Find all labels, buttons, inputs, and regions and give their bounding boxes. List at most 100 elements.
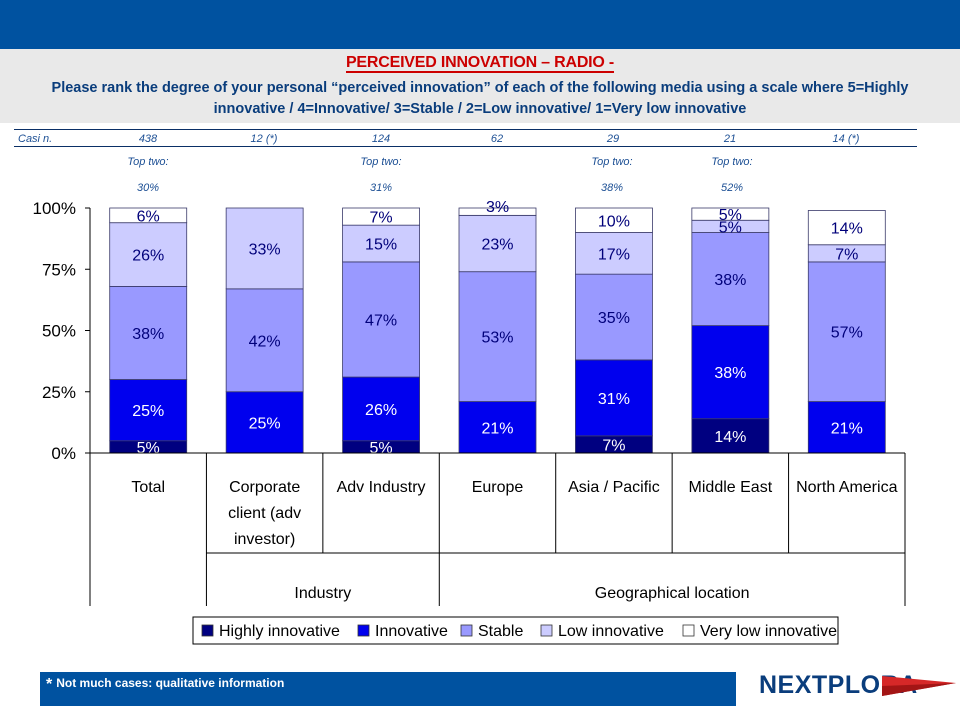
question-text: Please rank the degree of your personal … — [14, 78, 946, 120]
question-line-2: innovative / 4=Innovative/ 3=Stable / 2=… — [213, 101, 747, 117]
bar-4-series-5 — [458, 207, 537, 216]
bar-7-series-3 — [807, 261, 886, 402]
data-label: 5% — [719, 219, 742, 236]
asterisk-mark: * — [46, 676, 53, 693]
bar-5-series-4 — [575, 232, 653, 275]
bar-4-series-2 — [458, 401, 537, 454]
casi-value: 62 — [490, 133, 504, 145]
data-label: 38% — [132, 326, 164, 343]
data-label: 14% — [831, 221, 863, 238]
data-label: 47% — [365, 312, 397, 329]
category-label: Europe — [472, 479, 524, 496]
legend-swatch-1 — [201, 624, 214, 637]
bar-3-series-5 — [342, 207, 420, 226]
top-two-label: Top two: — [711, 156, 753, 168]
legend-label: Low innovative — [558, 623, 664, 640]
top-two-label: Top two: — [591, 156, 633, 168]
casi-value: 124 — [371, 133, 391, 145]
bar-5-series-5 — [575, 207, 653, 233]
data-label: 21% — [481, 420, 513, 437]
data-label: 7% — [370, 210, 393, 227]
category-label: Middle East — [689, 479, 773, 496]
legend-swatch-4 — [540, 624, 553, 637]
bar-7-series-5 — [807, 210, 886, 246]
bar-5-series-2 — [575, 359, 653, 437]
top-two-label: Top two: — [127, 156, 169, 168]
bar-1-series-3 — [109, 285, 188, 380]
data-label: 7% — [602, 437, 625, 454]
top-two-label: Top two: — [360, 156, 402, 168]
top-two-value: 31% — [369, 182, 393, 194]
bar-2-series-3 — [225, 288, 304, 393]
category-label: investor) — [234, 531, 295, 548]
bar-3-series-2 — [342, 376, 420, 442]
header-band — [0, 49, 960, 123]
data-label: 26% — [132, 248, 164, 265]
legend-swatch-5 — [682, 624, 695, 637]
category-label: client (adv — [228, 505, 301, 522]
footer-band — [40, 672, 736, 706]
data-label: 17% — [598, 246, 630, 263]
y-tick-label: 0% — [51, 444, 76, 463]
casi-rule-bottom — [14, 146, 917, 147]
category-label: Asia / Pacific — [568, 479, 660, 496]
logo-flag-icon — [882, 676, 956, 696]
casi-value: 21 — [723, 133, 737, 145]
legend-label: Innovative — [375, 623, 448, 640]
bar-5-series-3 — [575, 273, 653, 361]
data-label: 6% — [137, 208, 160, 225]
footer-note: * Not much cases: qualitative information — [46, 676, 284, 694]
category-label: North America — [796, 479, 897, 496]
bar-7-series-2 — [807, 401, 886, 454]
legend-swatch-2 — [357, 624, 370, 637]
data-label: 23% — [481, 237, 513, 254]
group-label-geography: Geographical location — [595, 585, 750, 602]
legend-swatch-3 — [460, 624, 473, 637]
data-label: 38% — [714, 365, 746, 382]
data-label: 31% — [598, 391, 630, 408]
data-label: 5% — [719, 207, 742, 224]
top-two-value: 38% — [600, 182, 624, 194]
bar-6-series-3 — [691, 232, 770, 326]
casi-value: 14 (*) — [832, 133, 860, 145]
data-label: 57% — [831, 325, 863, 342]
question-line-1: Please rank the degree of your personal … — [51, 80, 909, 96]
bar-6-series-1 — [691, 418, 770, 454]
y-tick-label: 100% — [33, 199, 76, 218]
bar-4-series-3 — [458, 271, 537, 402]
y-tick-label: 50% — [42, 322, 76, 341]
data-label: 5% — [137, 440, 160, 457]
bar-1-series-2 — [109, 379, 188, 442]
bar-2-series-4 — [225, 207, 304, 290]
slide-title: PERCEIVED INNOVATION – RADIO - — [345, 54, 615, 73]
group-label-industry: Industry — [294, 585, 351, 602]
y-tick-label: 75% — [42, 260, 76, 279]
category-label: Corporate — [229, 479, 300, 496]
top-banner — [0, 0, 960, 49]
data-label: 35% — [598, 310, 630, 327]
casi-rule-top — [14, 129, 917, 130]
legend-label: Very low innovative — [700, 623, 837, 640]
y-tick-label: 25% — [42, 383, 76, 402]
data-label: 25% — [132, 403, 164, 420]
data-label: 33% — [249, 241, 281, 258]
casi-value: 29 — [606, 133, 620, 145]
data-label: 7% — [835, 246, 858, 263]
data-label: 3% — [486, 199, 509, 216]
bar-4-series-4 — [458, 214, 537, 273]
category-label: Adv Industry — [337, 479, 426, 496]
data-label: 21% — [831, 420, 863, 437]
bar-1-series-5 — [109, 207, 188, 224]
casi-label: Casi n. — [18, 133, 53, 145]
casi-value: 12 (*) — [250, 133, 278, 145]
data-label: 38% — [714, 272, 746, 289]
bar-2-series-2 — [225, 391, 304, 454]
category-label: Total — [131, 479, 165, 496]
data-label: 42% — [249, 333, 281, 350]
casi-value: 438 — [138, 133, 158, 145]
top-two-value: 52% — [720, 182, 744, 194]
data-label: 26% — [365, 402, 397, 419]
data-label: 15% — [365, 237, 397, 254]
top-two-value: 30% — [136, 182, 160, 194]
data-label: 5% — [370, 440, 393, 457]
